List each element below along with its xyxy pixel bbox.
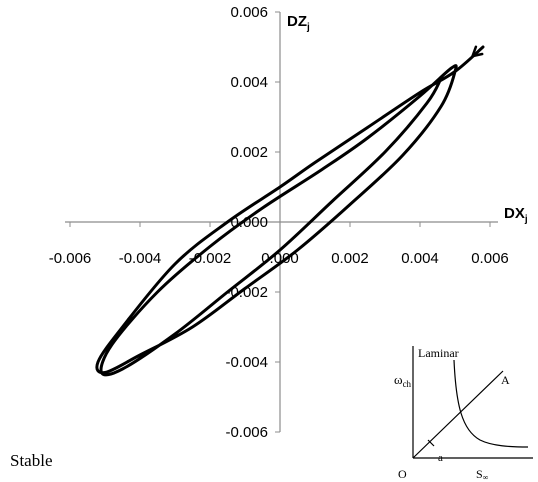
y-tick-label: 0.004 bbox=[230, 74, 268, 91]
inset-laminar-curve bbox=[453, 359, 529, 448]
inset-y-label: ωch bbox=[394, 372, 412, 389]
direction-arrow bbox=[470, 45, 484, 58]
y-axis-label: DZj bbox=[287, 13, 310, 33]
series-line-0 bbox=[95, 45, 485, 377]
series bbox=[95, 45, 485, 377]
inset-laminar-label: Laminar bbox=[418, 346, 459, 360]
y-tick-label: -0.006 bbox=[225, 424, 268, 441]
x-tick-label: 0.002 bbox=[331, 250, 369, 267]
inset-point-label: a bbox=[438, 452, 443, 464]
y-tick-label: 0.006 bbox=[230, 4, 268, 21]
inset-marker-a bbox=[427, 439, 435, 447]
x-tick-label: -0.004 bbox=[119, 250, 162, 267]
axes bbox=[65, 12, 498, 432]
inset-x-label: S∞ bbox=[476, 467, 489, 482]
x-tick-label: 0.000 bbox=[261, 250, 299, 267]
inset-a-line-label: A bbox=[501, 373, 510, 387]
inset-origin-label: O bbox=[398, 467, 407, 481]
inset-diagram: Laminar A a O ωch S∞ bbox=[394, 346, 533, 482]
inset-line-a bbox=[412, 370, 504, 459]
x-axis-label: DXj bbox=[504, 205, 528, 225]
x-tick-label: -0.006 bbox=[49, 250, 92, 267]
y-tick-label: 0.002 bbox=[230, 144, 268, 161]
x-tick-label: 0.004 bbox=[401, 250, 439, 267]
x-tick-label: 0.006 bbox=[471, 250, 509, 267]
y-tick-label: 0.000 bbox=[230, 214, 268, 231]
ticks: -0.006 -0.004 -0.002 0.000 0.002 0.004 0.0060.… bbox=[49, 4, 509, 441]
annotation-stable: Stable bbox=[10, 451, 53, 470]
y-tick-label: -0.004 bbox=[225, 354, 268, 371]
axis-labels: DXj DZj bbox=[287, 13, 528, 225]
